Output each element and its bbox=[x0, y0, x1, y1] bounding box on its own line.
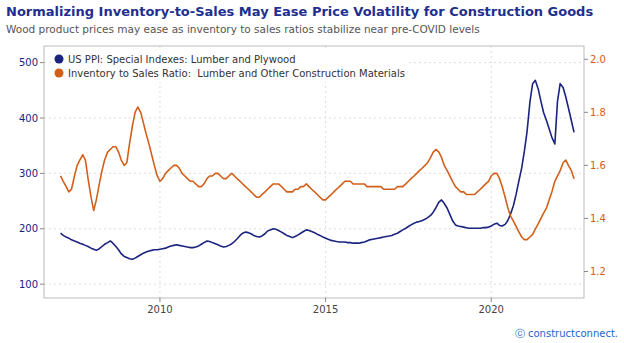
x-tick bbox=[491, 298, 492, 302]
legend-marker bbox=[55, 55, 64, 64]
y-tick-label: 300 bbox=[19, 168, 38, 179]
y2-tick bbox=[584, 218, 588, 219]
grid-line bbox=[44, 173, 584, 174]
y2-tick-label: 2.0 bbox=[590, 54, 606, 65]
y2-tick-label: 1.2 bbox=[590, 266, 606, 277]
x-tick bbox=[325, 298, 326, 302]
plot-frame bbox=[44, 46, 584, 298]
y-tick bbox=[40, 173, 44, 174]
grid bbox=[44, 46, 584, 298]
legend-background bbox=[51, 50, 408, 82]
y-tick-label: 400 bbox=[19, 113, 38, 124]
y-tick-label: 500 bbox=[19, 57, 38, 68]
title: Normalizing Inventory-to-Sales May Ease … bbox=[6, 4, 593, 19]
y2-tick-label: 1.4 bbox=[590, 213, 606, 224]
grid-line bbox=[159, 46, 160, 298]
x-tick-label: 2015 bbox=[313, 304, 338, 315]
y2-tick bbox=[584, 271, 588, 272]
legend-label: Inventory to Sales Ratio: Lumber and Oth… bbox=[68, 68, 405, 79]
y2-tick bbox=[584, 165, 588, 166]
y-tick-label: 200 bbox=[19, 223, 38, 234]
y-tick bbox=[40, 118, 44, 119]
x-tick-label: 2020 bbox=[479, 304, 504, 315]
axes: 2010 2015 2020 100 200 300 400 500 1.2 1.4 1.6 1.8 2… bbox=[19, 54, 606, 315]
series-line bbox=[61, 80, 575, 259]
annotation: ⓒ constructconnect. bbox=[515, 328, 618, 339]
y-tick-label: 100 bbox=[19, 279, 38, 290]
y-tick bbox=[40, 284, 44, 285]
subtitle: Wood product prices may ease as inventor… bbox=[6, 23, 480, 35]
legend: US PPI: Special Indexes: Lumber and Plyw… bbox=[51, 50, 408, 82]
y2-tick-label: 1.6 bbox=[590, 160, 606, 171]
x-tick-label: 2010 bbox=[147, 304, 172, 315]
y2-tick bbox=[584, 112, 588, 113]
grid-line bbox=[44, 118, 584, 119]
y2-tick bbox=[584, 59, 588, 60]
grid-line bbox=[325, 46, 326, 298]
grid-line bbox=[44, 284, 584, 285]
grid-line bbox=[491, 46, 492, 298]
chart: Normalizing Inventory-to-Sales May Ease … bbox=[0, 0, 624, 343]
legend-marker bbox=[55, 69, 64, 78]
y-tick bbox=[40, 62, 44, 63]
x-tick bbox=[159, 298, 160, 302]
grid-line bbox=[44, 228, 584, 229]
marks bbox=[61, 80, 575, 259]
y2-tick-label: 1.8 bbox=[590, 107, 606, 118]
series-line bbox=[61, 107, 575, 240]
y-tick bbox=[40, 228, 44, 229]
legend-label: US PPI: Special Indexes: Lumber and Plyw… bbox=[68, 54, 296, 65]
